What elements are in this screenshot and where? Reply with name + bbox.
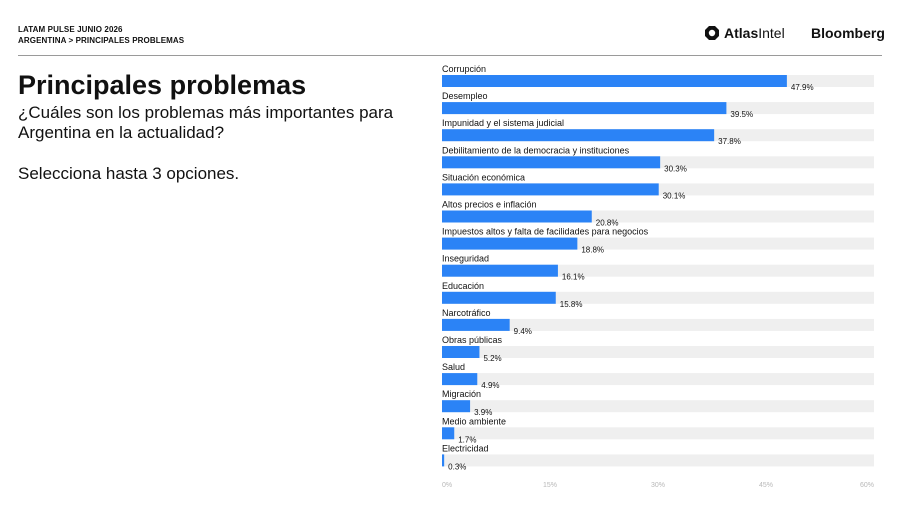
bar [442, 427, 455, 440]
value-label: 1.7% [458, 435, 476, 444]
bar-track [442, 346, 874, 358]
bar [442, 210, 592, 223]
bar [442, 129, 715, 142]
bar-track [442, 400, 874, 413]
atlasintel-logo: Atlas Intel [704, 25, 785, 41]
value-label: 15.8% [560, 300, 583, 309]
category-label: Obras públicas [442, 335, 503, 345]
bar [442, 400, 471, 413]
question-text: ¿Cuáles son los problemas más importante… [18, 103, 394, 142]
category-label: Impunidad y el sistema judicial [442, 118, 564, 128]
atlasintel-logo-rest: Intel [758, 25, 785, 41]
bar [442, 156, 661, 169]
category-label: Situación económica [442, 172, 525, 182]
category-label: Salud [442, 362, 465, 372]
atlasintel-logo-bold: Atlas [724, 25, 759, 41]
bar [442, 346, 480, 358]
page-title: Principales problemas [18, 70, 307, 100]
value-label: 18.8% [581, 246, 604, 255]
x-tick-label: 45% [759, 482, 773, 489]
bar [442, 264, 558, 277]
value-label: 5.2% [483, 354, 501, 363]
value-label: 37.8% [718, 137, 741, 146]
bar-track [442, 427, 874, 440]
bar [442, 454, 445, 467]
category-label: Educación [442, 281, 484, 291]
value-label: 9.4% [514, 327, 532, 336]
x-tick-label: 30% [651, 482, 665, 489]
category-label: Medio ambiente [442, 416, 506, 426]
category-label: Desempleo [442, 91, 488, 101]
instruction-text: Selecciona hasta 3 opciones. [18, 164, 240, 183]
x-tick-label: 15% [543, 482, 557, 489]
value-label: 39.5% [730, 110, 753, 119]
bar-track [442, 373, 874, 386]
bar-track [442, 454, 874, 467]
bar [442, 318, 510, 331]
value-label: 30.1% [663, 191, 686, 200]
bar [442, 237, 578, 250]
bar [442, 102, 727, 115]
value-label: 3.9% [474, 408, 492, 417]
x-tick-label: 0% [442, 482, 452, 489]
x-tick-label: 60% [860, 482, 874, 489]
report-header: LATAM PULSE JUNIO 2026 ARGENTINA > PRINC… [18, 24, 184, 46]
atlasintel-mark-icon [705, 26, 719, 40]
value-label: 4.9% [481, 381, 499, 390]
report-series-label: LATAM PULSE JUNIO 2026 [18, 25, 123, 34]
report-breadcrumb: ARGENTINA > PRINCIPALES PROBLEMAS [18, 36, 185, 45]
bar [442, 75, 787, 87]
value-label: 47.9% [791, 83, 814, 92]
category-label: Altos precios e inflación [442, 200, 537, 210]
category-label: Debilitamiento de la democracia y instit… [442, 145, 630, 155]
category-label: Corrupción [442, 64, 486, 74]
bar [442, 183, 659, 196]
value-label: 0.3% [448, 462, 466, 471]
category-label: Migración [442, 389, 481, 399]
bloomberg-logo: Bloomberg [811, 25, 885, 41]
bar [442, 373, 478, 386]
header-divider [18, 55, 882, 56]
value-label: 16.1% [562, 273, 585, 282]
value-label: 30.3% [664, 164, 687, 173]
value-label: 20.8% [596, 219, 619, 228]
category-label: Impuestos altos y falta de facilidades p… [442, 227, 649, 237]
bar [442, 291, 556, 304]
category-label: Electricidad [442, 443, 489, 453]
bar-track [442, 318, 874, 331]
category-label: Inseguridad [442, 254, 489, 264]
category-label: Narcotráfico [442, 308, 491, 318]
